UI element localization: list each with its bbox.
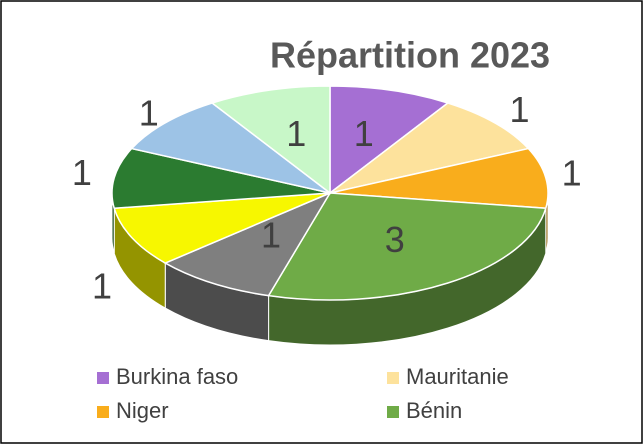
slice — [111, 147, 331, 210]
slice — [163, 191, 332, 297]
slice — [329, 102, 530, 194]
legend-swatch — [97, 406, 109, 418]
data-label: 1 — [354, 113, 374, 154]
data-label: 1 — [92, 266, 112, 307]
data-label: 1 — [72, 152, 92, 193]
slice — [267, 192, 547, 301]
legend-label: Bénin — [406, 398, 462, 423]
slice — [329, 147, 549, 210]
chart-title: Répartition 2023 — [270, 35, 550, 76]
legend-swatch — [97, 372, 109, 384]
data-label: 1 — [562, 152, 582, 193]
legend-label: Burkina faso — [116, 364, 238, 389]
data-label: 1 — [286, 113, 306, 154]
legend-swatch — [387, 372, 399, 384]
slice — [329, 85, 450, 195]
data-label: 3 — [385, 219, 405, 260]
slice — [130, 102, 331, 194]
slice — [113, 192, 331, 264]
data-label: 1 — [509, 89, 529, 130]
slice — [210, 85, 331, 195]
legend-swatch — [387, 406, 399, 418]
data-label: 1 — [139, 92, 159, 133]
legend-label: Niger — [116, 398, 169, 423]
data-label: 1 — [261, 215, 281, 256]
legend-label: Mauritanie — [406, 364, 509, 389]
